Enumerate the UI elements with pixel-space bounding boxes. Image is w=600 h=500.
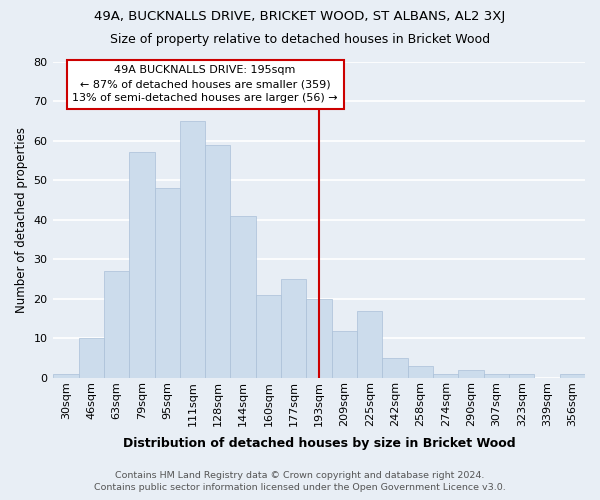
X-axis label: Distribution of detached houses by size in Bricket Wood: Distribution of detached houses by size … xyxy=(123,437,515,450)
Bar xyxy=(104,271,129,378)
Text: 49A, BUCKNALLS DRIVE, BRICKET WOOD, ST ALBANS, AL2 3XJ: 49A, BUCKNALLS DRIVE, BRICKET WOOD, ST A… xyxy=(94,10,506,23)
Bar xyxy=(205,144,230,378)
Bar xyxy=(560,374,585,378)
Y-axis label: Number of detached properties: Number of detached properties xyxy=(15,126,28,312)
Bar xyxy=(382,358,408,378)
Bar xyxy=(332,330,357,378)
Text: Contains HM Land Registry data © Crown copyright and database right 2024.
Contai: Contains HM Land Registry data © Crown c… xyxy=(94,471,506,492)
Bar xyxy=(256,295,281,378)
Bar xyxy=(509,374,535,378)
Bar xyxy=(307,299,332,378)
Bar xyxy=(281,279,307,378)
Bar xyxy=(53,374,79,378)
Text: 49A BUCKNALLS DRIVE: 195sqm
← 87% of detached houses are smaller (359)
13% of se: 49A BUCKNALLS DRIVE: 195sqm ← 87% of det… xyxy=(73,66,338,104)
Bar xyxy=(458,370,484,378)
Bar xyxy=(433,374,458,378)
Bar xyxy=(79,338,104,378)
Bar xyxy=(129,152,155,378)
Text: Size of property relative to detached houses in Bricket Wood: Size of property relative to detached ho… xyxy=(110,32,490,46)
Bar xyxy=(230,216,256,378)
Bar xyxy=(155,188,180,378)
Bar xyxy=(180,121,205,378)
Bar xyxy=(408,366,433,378)
Bar xyxy=(357,310,382,378)
Bar xyxy=(484,374,509,378)
